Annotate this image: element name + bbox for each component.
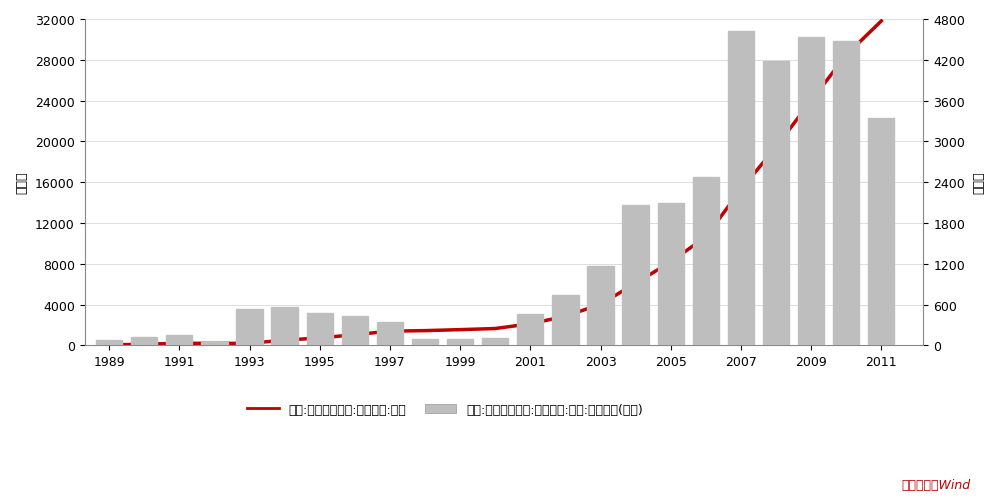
Bar	[552, 296, 579, 346]
Bar	[868, 119, 894, 346]
Bar	[447, 339, 473, 346]
Bar	[236, 310, 263, 346]
Bar	[798, 38, 824, 346]
Bar	[658, 204, 684, 346]
Bar	[201, 342, 228, 346]
Bar	[693, 178, 719, 346]
Bar	[482, 338, 508, 346]
Bar	[271, 308, 298, 346]
Text: 数据来源：Wind: 数据来源：Wind	[901, 478, 970, 491]
Y-axis label: 亿美元: 亿美元	[972, 172, 985, 194]
Bar	[833, 42, 859, 346]
Bar	[587, 267, 614, 346]
Bar	[307, 314, 333, 346]
Bar	[622, 205, 649, 346]
Bar	[166, 335, 192, 346]
Legend: 中国:官方储备资产:外汇储备:年度, 中国:官方储备资产:外汇储备:年度:环比增加(右轴): 中国:官方储备资产:外汇储备:年度, 中国:官方储备资产:外汇储备:年度:环比增…	[242, 398, 648, 421]
Bar	[763, 62, 789, 346]
Bar	[412, 339, 438, 346]
Bar	[96, 340, 122, 346]
Bar	[377, 322, 403, 346]
Bar	[517, 314, 543, 346]
Bar	[728, 32, 754, 346]
Y-axis label: 亿美元: 亿美元	[15, 172, 28, 194]
Bar	[342, 317, 368, 346]
Bar	[131, 337, 157, 346]
